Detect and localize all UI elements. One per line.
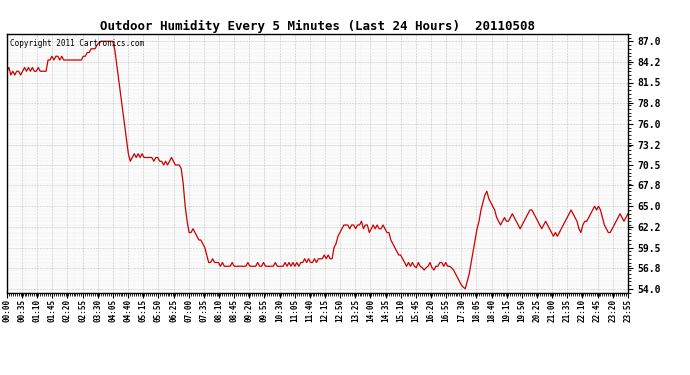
Text: Copyright 2011 Cartronics.com: Copyright 2011 Cartronics.com [10, 39, 144, 48]
Title: Outdoor Humidity Every 5 Minutes (Last 24 Hours)  20110508: Outdoor Humidity Every 5 Minutes (Last 2… [100, 20, 535, 33]
